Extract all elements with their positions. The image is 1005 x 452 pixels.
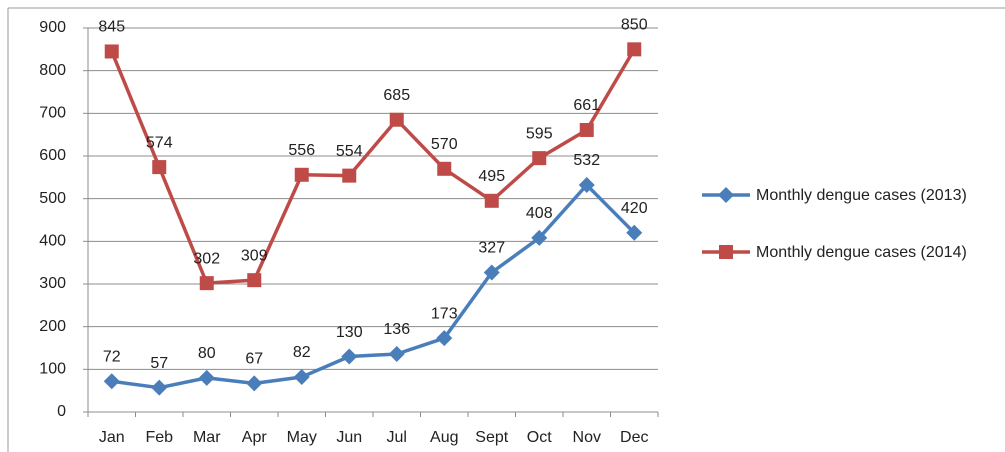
legend-marker	[719, 245, 733, 259]
data-label: 302	[193, 250, 220, 267]
data-label: 532	[573, 152, 600, 169]
data-label: 845	[98, 19, 125, 36]
data-label: 130	[336, 324, 363, 341]
x-tick-label: Apr	[242, 429, 268, 446]
data-label: 554	[336, 143, 363, 160]
marker	[247, 273, 262, 288]
x-tick-label: Nov	[573, 429, 601, 446]
x-tick-label: Jun	[336, 429, 362, 446]
data-label: 420	[621, 200, 648, 217]
y-tick-label: 400	[39, 233, 66, 250]
legend-swatch	[702, 187, 750, 203]
data-label: 57	[150, 355, 168, 372]
marker	[579, 122, 594, 137]
marker	[341, 348, 358, 365]
x-tick-label: Jul	[387, 429, 407, 446]
y-tick-label: 800	[39, 62, 66, 79]
y-tick-label: 700	[39, 105, 66, 122]
marker	[294, 167, 309, 182]
data-label: 72	[103, 348, 121, 365]
marker	[104, 44, 119, 59]
legend-item: Monthly dengue cases (2014)	[700, 242, 1000, 286]
data-label: 685	[383, 87, 410, 104]
data-label: 80	[198, 345, 216, 362]
data-label: 595	[526, 125, 553, 142]
legend-marker	[718, 187, 734, 203]
legend-label: Monthly dengue cases (2014)	[756, 244, 967, 261]
y-tick-label: 900	[39, 19, 66, 36]
data-label: 556	[288, 142, 315, 159]
x-tick-label: Aug	[430, 429, 458, 446]
marker	[627, 42, 642, 57]
data-label: 309	[241, 247, 268, 264]
data-label: 850	[621, 17, 648, 34]
marker	[484, 193, 499, 208]
marker	[531, 229, 548, 246]
y-tick-label: 300	[39, 275, 66, 292]
data-label: 67	[245, 351, 263, 368]
legend-swatch	[702, 245, 750, 259]
marker	[246, 375, 263, 392]
x-tick-label: Mar	[193, 429, 221, 446]
y-tick-label: 200	[39, 318, 66, 335]
marker	[578, 177, 595, 194]
marker	[437, 161, 452, 176]
marker	[532, 151, 547, 166]
data-label: 173	[431, 305, 458, 322]
y-tick-label: 500	[39, 190, 66, 207]
marker	[342, 168, 357, 183]
marker	[436, 330, 453, 347]
data-label: 327	[478, 240, 505, 257]
x-tick-label: Jan	[99, 429, 125, 446]
marker	[198, 369, 215, 386]
legend-item: Monthly dengue cases (2013)	[700, 185, 1000, 229]
legend-label: Monthly dengue cases (2013)	[756, 187, 967, 204]
marker	[151, 379, 168, 396]
data-label: 574	[146, 134, 173, 151]
data-label: 408	[526, 205, 553, 222]
data-label: 495	[478, 168, 505, 185]
marker	[389, 112, 404, 127]
marker	[152, 160, 167, 175]
marker	[388, 345, 405, 362]
x-tick-label: Oct	[527, 429, 552, 446]
data-label: 661	[573, 97, 600, 114]
y-tick-label: 0	[57, 403, 66, 420]
data-label: 136	[383, 321, 410, 338]
series-line	[111, 183, 636, 390]
series-line	[110, 48, 636, 285]
marker	[103, 373, 120, 390]
marker	[626, 224, 643, 241]
x-tick-label: May	[287, 429, 317, 446]
x-tick-label: Dec	[620, 429, 648, 446]
marker	[199, 276, 214, 291]
marker	[483, 264, 500, 281]
y-tick-label: 100	[39, 361, 66, 378]
y-tick-label: 600	[39, 147, 66, 164]
data-label: 570	[431, 136, 458, 153]
marker	[293, 369, 310, 386]
data-label: 82	[293, 344, 311, 361]
x-tick-label: Feb	[145, 429, 173, 446]
x-tick-label: Sept	[475, 429, 508, 446]
